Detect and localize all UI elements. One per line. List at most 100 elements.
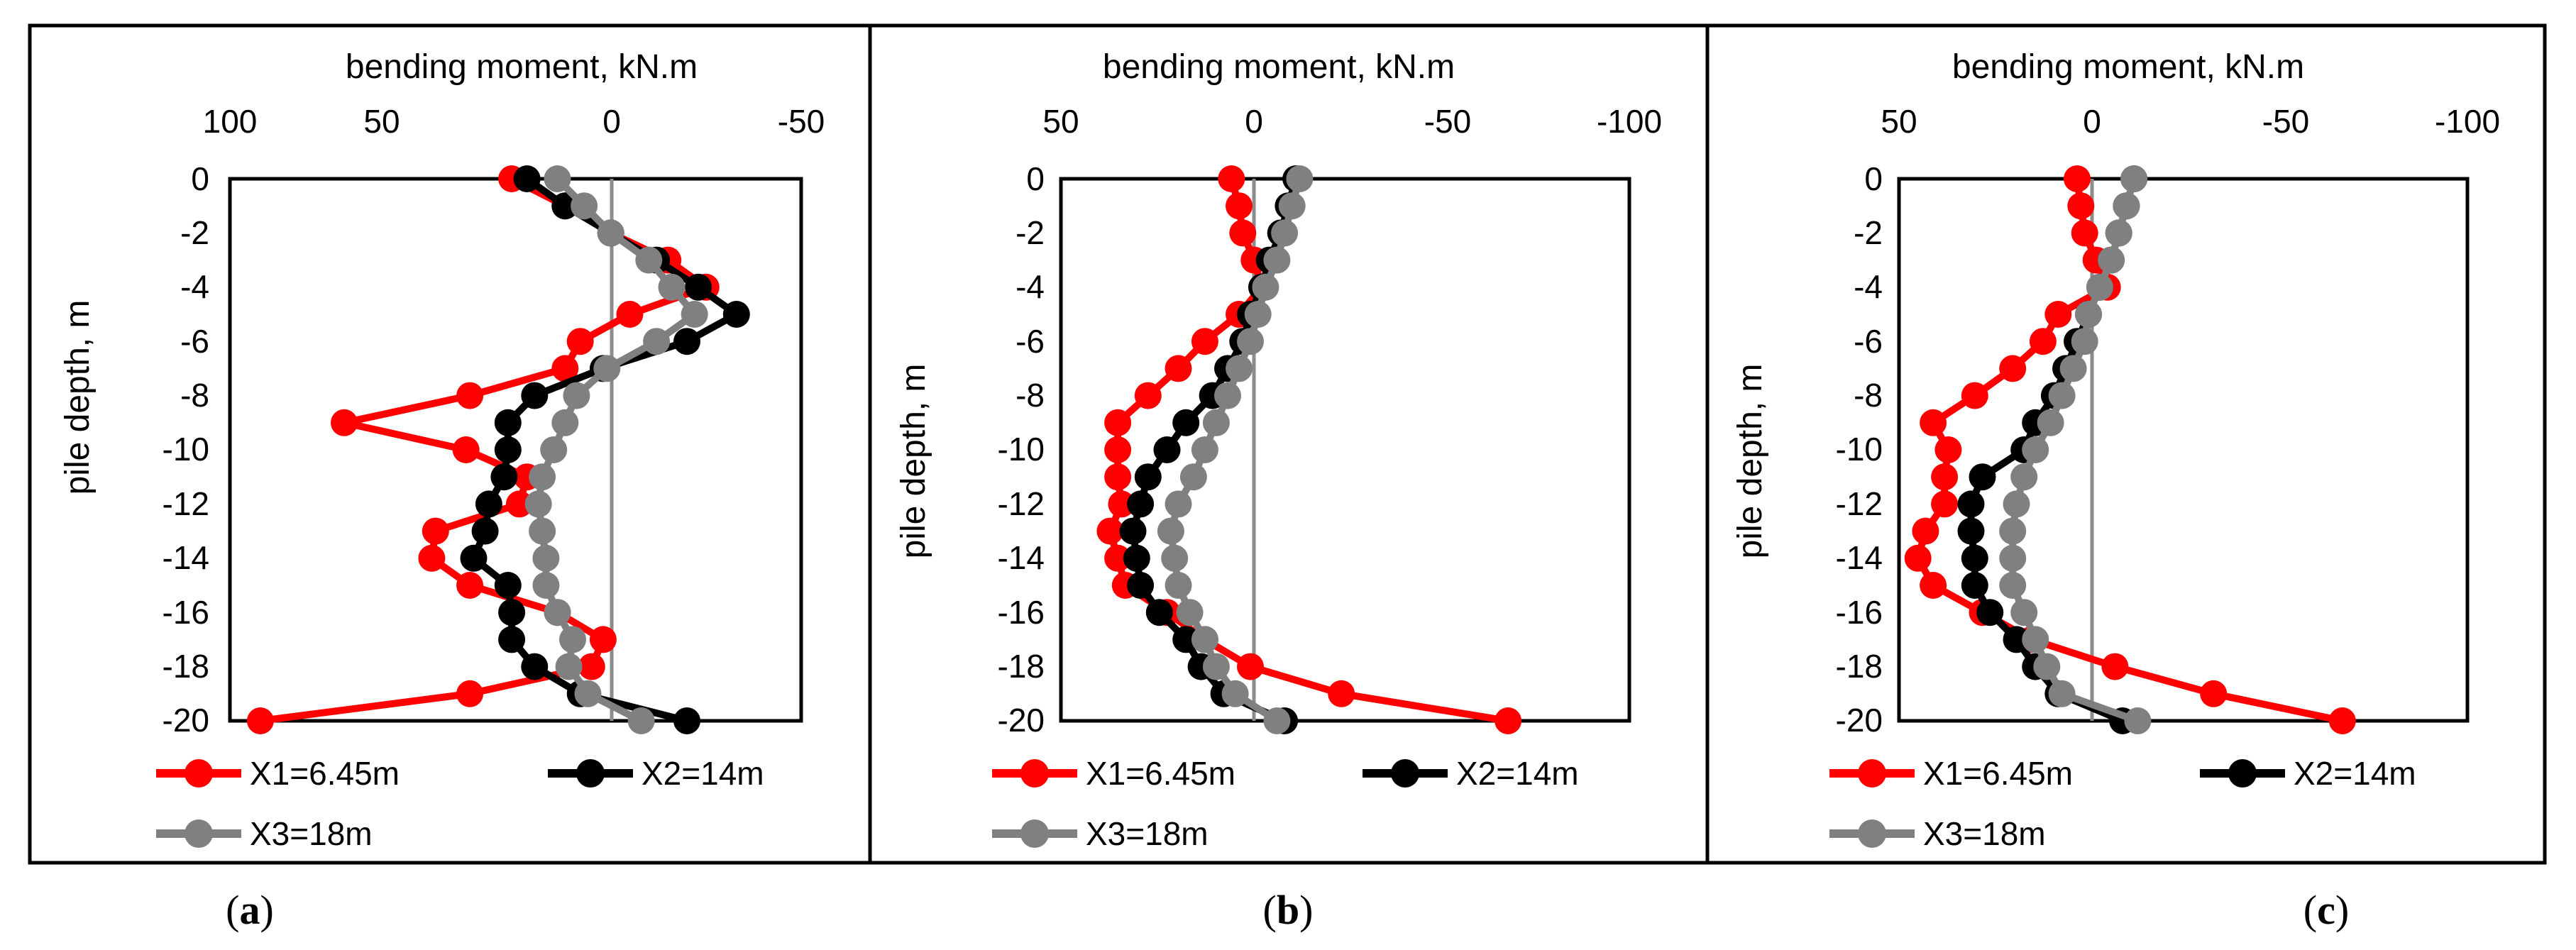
panel-a-y-tick-label: -20 <box>163 702 209 739</box>
panel-c-data-point-x2 <box>2003 626 2030 653</box>
panel-b-data-point-x3 <box>1165 572 1192 599</box>
panel-b-data-point-x1 <box>1229 219 1257 247</box>
panel-b-data-point-x3 <box>1214 382 1241 409</box>
panel-a-data-point-x2 <box>521 653 549 680</box>
panel-a-data-point-x2 <box>673 328 700 355</box>
panel-c-x-axis-title: bending moment, kN.m <box>1952 48 2304 86</box>
panel-b-data-point-x2 <box>1134 463 1162 491</box>
panel-a-y-tick-label: -2 <box>180 214 209 251</box>
panel-a-data-point-x1 <box>616 301 644 328</box>
panel-c-data-point-x1 <box>2101 653 2129 680</box>
panel-b-legend-label-x2: X2=14m <box>1456 755 1579 792</box>
panel-a-data-point-x3 <box>532 544 560 572</box>
panel-c-data-point-x1 <box>1920 572 1947 599</box>
panel-a-data-point-x3 <box>551 409 579 436</box>
panel-a: bending moment, kN.m pile depth, m 100 5… <box>28 23 872 933</box>
panel-c-data-point-x3 <box>2010 599 2038 626</box>
panel-c-data-point-x1 <box>2200 680 2228 707</box>
panel-b-data-point-x2 <box>1119 517 1147 545</box>
panel-c-data-point-x1 <box>1961 382 1988 409</box>
panel-a-data-point-x2 <box>494 409 522 436</box>
panel-c-data-point-x3 <box>2120 165 2148 192</box>
panel-c-data-point-x2 <box>1957 517 1985 545</box>
panel-a-y-tick-label: -12 <box>163 485 209 522</box>
panel-c-data-point-x3 <box>2071 328 2098 355</box>
panel-a-data-point-x1 <box>456 680 484 707</box>
panel-b-data-point-x2 <box>1172 626 1200 653</box>
panel-a-y-tick-label: 0 <box>191 160 209 197</box>
panel-a-series-layer <box>246 165 750 734</box>
panel-c-data-point-x2 <box>1976 599 2004 626</box>
panel-c-data-point-x3 <box>2037 409 2064 436</box>
panel-a-data-point-x3 <box>658 273 686 301</box>
panel-a-data-point-x3 <box>544 599 571 626</box>
panel-b-data-point-x1 <box>1108 490 1135 518</box>
panel-b-x-tick-label: -100 <box>1597 103 1662 140</box>
panel-a-x-tick-label: 0 <box>602 103 621 140</box>
panel-c-data-point-x1 <box>1931 463 1959 491</box>
panel-b-legend-marker-x1 <box>1020 759 1049 788</box>
panel-b-legend-label-x3: X3=18m <box>1086 815 1209 852</box>
panel-a-data-point-x1 <box>246 707 274 734</box>
panel-c-x-tick-label: -100 <box>2435 103 2500 140</box>
panel-b-y-tick-label: -12 <box>998 485 1045 522</box>
panel-a-data-point-x1 <box>578 653 605 680</box>
panel-b-legend-label-x1: X1=6.45m <box>1086 755 1235 792</box>
panel-a-y-tick-label: -6 <box>180 323 209 360</box>
panel-b-data-point-x3 <box>1244 301 1272 328</box>
panel-b-x-tick-label: -50 <box>1424 103 1471 140</box>
panel-b-legend-marker-x2 <box>1391 759 1419 788</box>
panel-b-data-point-x3 <box>1286 165 1314 192</box>
panel-c-y-tick-label: -16 <box>1836 594 1883 631</box>
panel-a-legend-marker-x1 <box>185 759 213 788</box>
panel-a-data-point-x1 <box>566 328 594 355</box>
panel-b-data-point-x3 <box>1237 328 1264 355</box>
panel-a-legend-label-x3: X3=18m <box>250 815 373 852</box>
panel-b-x-axis-title: bending moment, kN.m <box>1103 48 1455 86</box>
panel-b-y-tick-label: -2 <box>1015 214 1045 251</box>
panel-b-plot-area <box>1059 177 1631 723</box>
panel-c-data-point-x1 <box>1931 490 1959 518</box>
panel-c-data-point-x2 <box>1961 544 1988 572</box>
panel-b-y-tick-label: -8 <box>1015 377 1045 414</box>
panel-c: bending moment, kN.m pile depth, m 50 0 … <box>1705 23 2547 933</box>
panel-c-legend-label-x1: X1=6.45m <box>1923 755 2073 792</box>
panel-a-legend-marker-x2 <box>576 759 605 788</box>
panel-b-y-axis-title: pile depth, m <box>895 364 932 559</box>
panel-b-data-point-x3 <box>1202 409 1230 436</box>
panel-a-x-tick-label: -50 <box>778 103 825 140</box>
panel-a-data-point-x2 <box>521 382 549 409</box>
panel-c-data-point-x1 <box>2029 328 2057 355</box>
panel-b-data-point-x2 <box>1127 490 1155 518</box>
panel-c-y-tick-label: -8 <box>1854 377 1883 414</box>
panel-a-data-point-x1 <box>505 490 533 518</box>
panel-a-data-point-x1 <box>456 572 484 599</box>
panel-b-data-point-x3 <box>1202 653 1230 680</box>
panel-c-data-point-x3 <box>2010 463 2038 491</box>
panel-a-data-point-x1 <box>456 382 484 409</box>
panel-a-data-point-x1 <box>589 626 617 653</box>
panel-b-y-tick-label: -6 <box>1015 323 1045 360</box>
panel-b-data-point-x2 <box>1145 599 1173 626</box>
panel-a-y-tick-label: -10 <box>163 431 209 468</box>
panel-b-data-point-x2 <box>1172 409 1200 436</box>
panel-a-data-point-x3 <box>555 653 583 680</box>
panel-a-data-point-x2 <box>498 626 526 653</box>
panel-c-y-tick-label: -2 <box>1854 214 1883 251</box>
panel-c-y-tick-label: -6 <box>1854 323 1883 360</box>
panel-a-data-point-x3 <box>597 219 624 247</box>
panel-b-data-point-x3 <box>1176 599 1204 626</box>
panel-c-data-point-x1 <box>1904 544 1932 572</box>
panel-b-data-point-x3 <box>1278 192 1306 220</box>
panel-c-plot-area <box>1897 177 2470 723</box>
panel-b-data-point-x3 <box>1263 246 1291 274</box>
panel-a-data-point-x3 <box>635 246 663 274</box>
panel-c-y-tick-label: -14 <box>1836 539 1883 576</box>
panel-c-legend-marker-x3 <box>1858 819 1886 848</box>
panel-c-legend-label-x3: X3=18m <box>1923 815 2046 852</box>
panel-c-data-point-x1 <box>1999 355 2027 382</box>
panel-a-data-point-x2 <box>673 707 700 734</box>
panel-b-data-point-x1 <box>1104 409 1132 436</box>
panel-a-data-point-x2 <box>513 165 541 192</box>
panel-a-data-point-x3 <box>571 192 598 220</box>
